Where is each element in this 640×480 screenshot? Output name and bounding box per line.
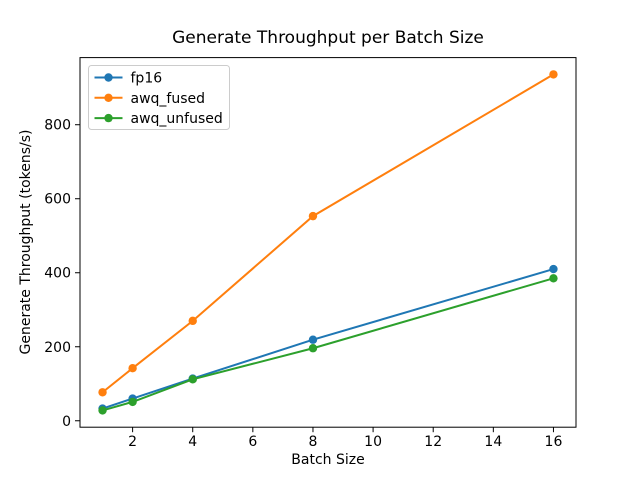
legend bbox=[88, 65, 230, 130]
x-tick-label: 8 bbox=[309, 434, 318, 450]
data-point-awq_fused-16 bbox=[549, 70, 558, 79]
data-point-fp16-16 bbox=[549, 264, 558, 274]
x-tick-label: 16 bbox=[545, 434, 563, 450]
y-tick-label: 0 bbox=[62, 414, 71, 430]
legend-label-awq_unfused: awq_unfused bbox=[131, 111, 223, 127]
data-point-awq_unfused-16 bbox=[549, 274, 558, 283]
chart-title: Generate Throughput per Batch Size bbox=[172, 28, 484, 48]
legend-label-awq_fused: awq_fused bbox=[131, 91, 206, 107]
y-tick-label: 600 bbox=[44, 192, 71, 208]
x-tick-label: 12 bbox=[424, 434, 442, 450]
legend-marker-fp16 bbox=[104, 73, 113, 82]
legend-label-fp16: fp16 bbox=[131, 71, 163, 87]
y-tick-label: 200 bbox=[44, 340, 71, 356]
plot-area bbox=[79, 57, 577, 428]
y-tick-label: 800 bbox=[44, 118, 71, 134]
data-point-awq_unfused-1 bbox=[98, 406, 107, 415]
x-tick-label: 6 bbox=[248, 434, 257, 450]
x-tick-label: 14 bbox=[484, 434, 502, 450]
y-tick-label: 400 bbox=[44, 266, 71, 282]
x-axis-label: Batch Size bbox=[291, 452, 365, 468]
data-point-awq_fused-1 bbox=[98, 388, 107, 397]
data-point-awq_unfused-2 bbox=[128, 397, 137, 407]
data-point-awq_fused-2 bbox=[128, 364, 137, 373]
legend-marker-awq_fused bbox=[104, 93, 113, 103]
data-point-awq_fused-4 bbox=[188, 316, 197, 326]
data-point-awq_fused-8 bbox=[308, 211, 318, 221]
data-point-fp16-8 bbox=[308, 335, 318, 344]
series-line-awq_unfused bbox=[102, 277, 554, 412]
x-tick-label: 4 bbox=[188, 434, 197, 450]
data-point-awq_unfused-8 bbox=[308, 344, 318, 353]
x-tick-label: 2 bbox=[128, 434, 137, 450]
x-tick-label: 10 bbox=[364, 434, 382, 450]
data-point-awq_unfused-4 bbox=[188, 375, 197, 384]
legend-marker-awq_unfused bbox=[104, 113, 113, 123]
